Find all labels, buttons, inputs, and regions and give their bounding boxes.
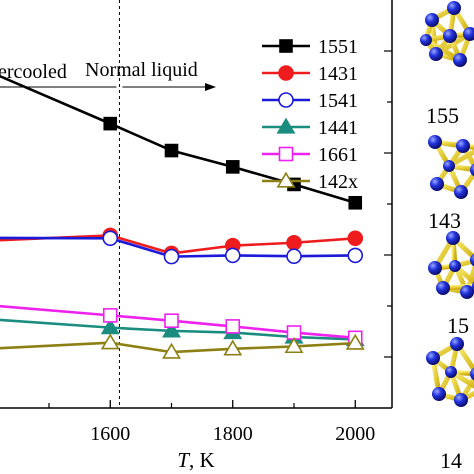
cluster-atom — [428, 135, 442, 149]
cluster-atom — [453, 53, 467, 67]
series-layer — [0, 74, 365, 359]
data-point-1551-1800 — [225, 160, 240, 174]
data-point-1661-1600 — [102, 308, 118, 323]
supercooled-label: ercooled — [0, 61, 67, 83]
cluster-atom — [456, 139, 470, 153]
cluster-atom — [445, 366, 457, 378]
legend-marker-1551 — [279, 39, 293, 53]
legend-marker-1541 — [278, 92, 294, 108]
legend-marker-1431 — [278, 65, 294, 81]
cluster-atom — [463, 27, 474, 41]
legend-label-1551: 1551 — [318, 36, 358, 58]
cluster-label-3: 15 — [447, 313, 469, 338]
data-point-1661-1700 — [164, 313, 179, 328]
cluster-atom — [446, 231, 460, 245]
cluster-atom — [450, 337, 464, 351]
x-tick-label-2000: 2000 — [335, 423, 375, 445]
cluster-panel: 155 143 15 14 — [420, 1, 474, 473]
tick-layer: 1600 1800 2000 — [48, 50, 392, 445]
cluster-atom — [420, 34, 432, 46]
legend-marker-1441 — [276, 117, 296, 134]
data-point-142x-1900 — [284, 337, 304, 354]
series-1551 — [0, 74, 363, 210]
data-point-142x-1800 — [223, 339, 243, 356]
cluster-atom — [460, 285, 474, 299]
legend-label-1441: 1441 — [318, 117, 358, 139]
series-1661 — [0, 304, 363, 346]
series-142x — [0, 333, 365, 359]
legend: 1551 1431 1541 1441 1661 142x — [262, 36, 358, 193]
data-point-1661-1800 — [225, 319, 241, 334]
phase-arrows — [0, 83, 216, 91]
legend-item-1431: 1431 — [262, 63, 358, 85]
cluster-atom — [430, 177, 444, 191]
cluster-label-2: 143 — [428, 208, 461, 233]
cluster-atom — [443, 160, 455, 172]
cluster-atom — [443, 29, 457, 43]
series-1441 — [0, 318, 365, 347]
data-point-1541-1800 — [224, 247, 241, 264]
legend-marker-142x — [276, 171, 296, 188]
data-point-1541-1600 — [102, 230, 119, 247]
cluster-1551-image — [420, 1, 474, 67]
cluster-1541-image — [428, 231, 474, 299]
cluster-atom — [429, 47, 443, 61]
cluster-label-1: 155 — [426, 103, 459, 128]
x-axis-label: T, K — [177, 448, 214, 472]
legend-marker-1661 — [278, 146, 294, 162]
cluster-atom — [426, 351, 440, 365]
series-line-1661 — [0, 304, 356, 340]
series-line-142x — [0, 341, 356, 354]
legend-label-1541: 1541 — [318, 90, 358, 112]
cluster-atom — [449, 260, 461, 272]
series-line-1551 — [0, 74, 356, 205]
series-line-1541 — [0, 236, 356, 258]
legend-item-1541: 1541 — [262, 90, 358, 112]
normal-liquid-arrowhead — [205, 83, 216, 91]
cluster-atom — [428, 261, 442, 275]
legend-item-142x: 142x — [262, 171, 358, 193]
data-point-1541-2000 — [347, 247, 364, 264]
cluster-1441-image — [426, 337, 474, 407]
cluster-atom — [436, 281, 450, 295]
series-line-1441 — [0, 318, 356, 341]
cluster-atom — [470, 163, 474, 177]
legend-label-1661: 1661 — [318, 144, 358, 166]
cluster-atom — [447, 1, 461, 15]
cluster-1431-image — [428, 135, 474, 199]
legend-label-142x: 142x — [318, 171, 358, 193]
data-point-1551-1700 — [164, 143, 179, 158]
legend-item-1441: 1441 — [262, 117, 358, 139]
data-point-1431-1900 — [286, 234, 302, 251]
x-axis-label-symbol: T — [177, 448, 190, 472]
legend-item-1551: 1551 — [262, 36, 358, 58]
cluster-atom — [470, 253, 474, 267]
data-point-142x-1700 — [162, 342, 181, 359]
cluster-atom — [454, 393, 468, 407]
legend-label-1431: 1431 — [318, 63, 358, 85]
data-point-1541-1700 — [163, 248, 180, 265]
legend-item-1661: 1661 — [262, 144, 358, 166]
data-point-1441-1700 — [162, 321, 181, 338]
cluster-bond — [446, 149, 474, 169]
series-1541 — [0, 230, 364, 265]
cluster-atom — [454, 185, 468, 199]
data-point-1551-1600 — [103, 116, 118, 131]
data-point-1551-2000 — [348, 195, 363, 210]
normal-liquid-label: Normal liquid — [85, 59, 198, 81]
cluster-label-4: 14 — [440, 448, 462, 473]
x-tick-label-1800: 1800 — [213, 423, 253, 445]
cluster-atom — [432, 387, 446, 401]
series-line-1431 — [0, 234, 356, 255]
x-axis-label-unit: , K — [189, 448, 215, 472]
cluster-atom — [470, 367, 474, 381]
cluster-atom — [425, 13, 439, 27]
x-tick-label-1600: 1600 — [90, 423, 130, 445]
data-point-1541-1900 — [286, 248, 302, 265]
data-point-1431-2000 — [347, 230, 364, 247]
data-point-142x-1600 — [100, 333, 120, 350]
data-point-142x-2000 — [345, 333, 365, 350]
